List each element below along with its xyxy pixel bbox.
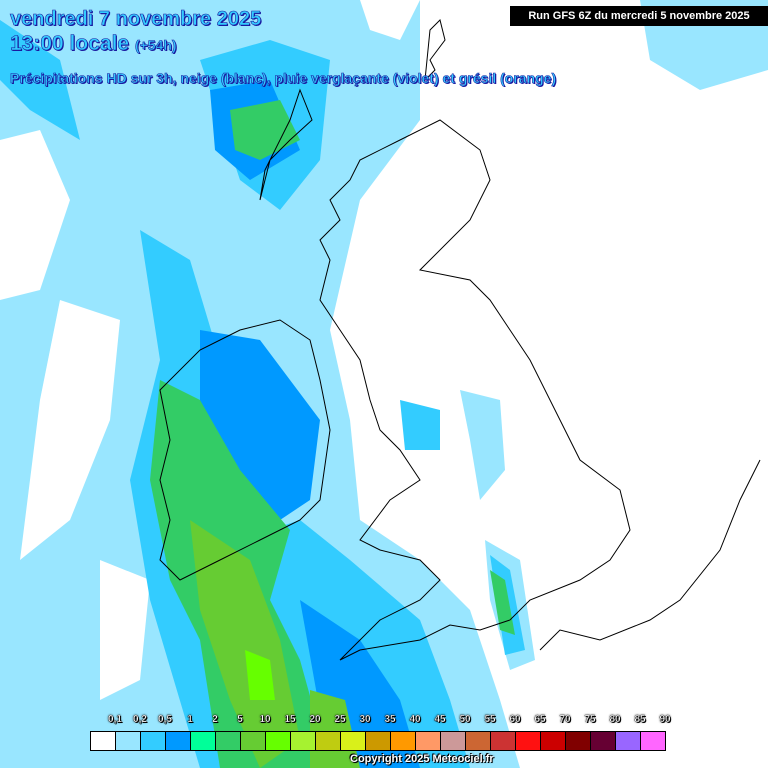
legend-label: 40	[409, 714, 421, 725]
legend-label: 2	[212, 714, 218, 725]
legend-swatch	[416, 732, 441, 750]
legend-label: 50	[459, 714, 471, 725]
legend-label: 60	[509, 714, 521, 725]
legend-label: 0,1	[108, 714, 122, 725]
forecast-time-local: 13:00 locale	[10, 32, 130, 56]
legend-swatch	[391, 732, 416, 750]
legend-label: 85	[634, 714, 646, 725]
legend-swatch	[366, 732, 391, 750]
legend-swatch	[141, 732, 166, 750]
legend-swatch	[466, 732, 491, 750]
legend-label: 45	[434, 714, 446, 725]
legend-swatch	[616, 732, 641, 750]
forecast-offset: (+54h)	[134, 37, 177, 54]
legend-swatch	[316, 732, 341, 750]
color-legend	[90, 731, 666, 751]
legend-label: 65	[534, 714, 546, 725]
legend-label: 10	[259, 714, 271, 725]
legend-label: 35	[384, 714, 396, 725]
legend-swatch	[441, 732, 466, 750]
legend-swatch	[216, 732, 241, 750]
model-run-label: Run GFS 6Z du mercredi 5 novembre 2025	[510, 6, 768, 26]
precip-lime	[245, 650, 275, 700]
legend-label: 25	[334, 714, 346, 725]
legend-label: 90	[659, 714, 671, 725]
legend-label: 0,5	[158, 714, 172, 725]
legend-label: 30	[359, 714, 371, 725]
legend-swatch	[591, 732, 616, 750]
legend-label: 80	[609, 714, 621, 725]
legend-swatch	[541, 732, 566, 750]
legend-label: 20	[309, 714, 321, 725]
forecast-date: vendredi 7 novembre 2025	[10, 8, 262, 31]
legend-swatch	[491, 732, 516, 750]
forecast-time: 13:00 locale (+54h)	[10, 32, 177, 56]
legend-swatch	[291, 732, 316, 750]
legend-label: 0,2	[133, 714, 147, 725]
legend-label: 75	[584, 714, 596, 725]
legend-swatch	[166, 732, 191, 750]
legend-label: 5	[237, 714, 243, 725]
precip-white-gaps	[0, 0, 420, 700]
legend-swatch	[191, 732, 216, 750]
legend-swatch	[266, 732, 291, 750]
legend-label: 15	[284, 714, 296, 725]
legend-swatch	[516, 732, 541, 750]
legend-swatch	[241, 732, 266, 750]
legend-swatch	[341, 732, 366, 750]
copyright: Copyright 2025 Meteociel.fr	[350, 753, 494, 765]
legend-label: 1	[187, 714, 193, 725]
legend-swatch	[566, 732, 591, 750]
map-subtitle: Précipitations HD sur 3h, neige (blanc),…	[10, 70, 557, 87]
legend-swatch	[641, 732, 665, 750]
legend-label: 70	[559, 714, 571, 725]
legend-swatch	[116, 732, 141, 750]
legend-label: 55	[484, 714, 496, 725]
coastlines	[159, 19, 761, 661]
legend-swatch	[91, 732, 116, 750]
